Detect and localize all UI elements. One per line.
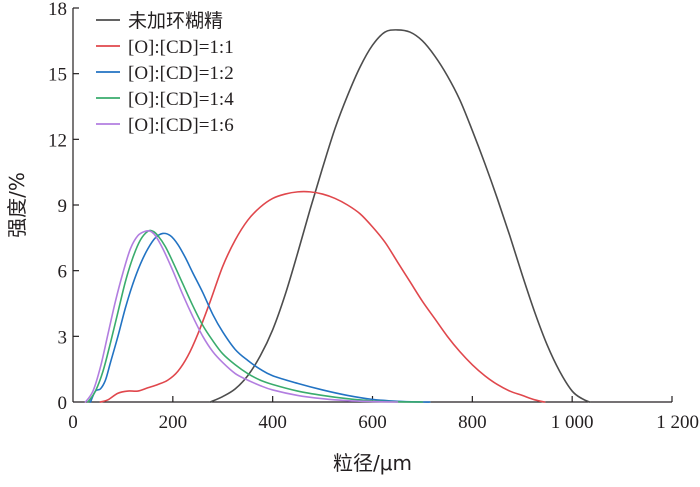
series-line-4	[84, 229, 399, 403]
series-line-2	[89, 232, 431, 403]
series-line-1	[99, 190, 546, 403]
legend-label-3: [O]:[CD]=1:4	[128, 89, 234, 110]
y-axis-title: 强度/%	[5, 172, 29, 238]
y-tick-label-15: 15	[48, 65, 67, 86]
x-tick-label-200: 200	[159, 412, 188, 433]
y-tick-label-0: 0	[58, 393, 68, 414]
legend-label-2: [O]:[CD]=1:2	[128, 63, 234, 84]
y-tick-label-12: 12	[48, 130, 67, 151]
y-tick-label-3: 3	[58, 327, 68, 348]
x-tick-label-600: 600	[358, 412, 387, 433]
x-tick-label-400: 400	[258, 412, 287, 433]
legend-label-1: [O]:[CD]=1:1	[128, 37, 234, 58]
x-tick-label-1000: 1 000	[551, 412, 594, 433]
x-tick-label-800: 800	[458, 412, 487, 433]
y-tick-label-9: 9	[58, 196, 68, 217]
x-tick-label-1200: 1 200	[656, 412, 699, 433]
x-axis-title: 粒径/μm	[333, 451, 412, 475]
legend-label-0: 未加环糊精	[128, 10, 223, 32]
y-tick-label-18: 18	[48, 0, 67, 20]
series-line-3	[87, 229, 424, 403]
x-tick-label-0: 0	[68, 412, 78, 433]
y-tick-label-6: 6	[58, 262, 68, 283]
legend-label-4: [O]:[CD]=1:6	[128, 115, 234, 136]
series-line-0	[209, 29, 591, 403]
